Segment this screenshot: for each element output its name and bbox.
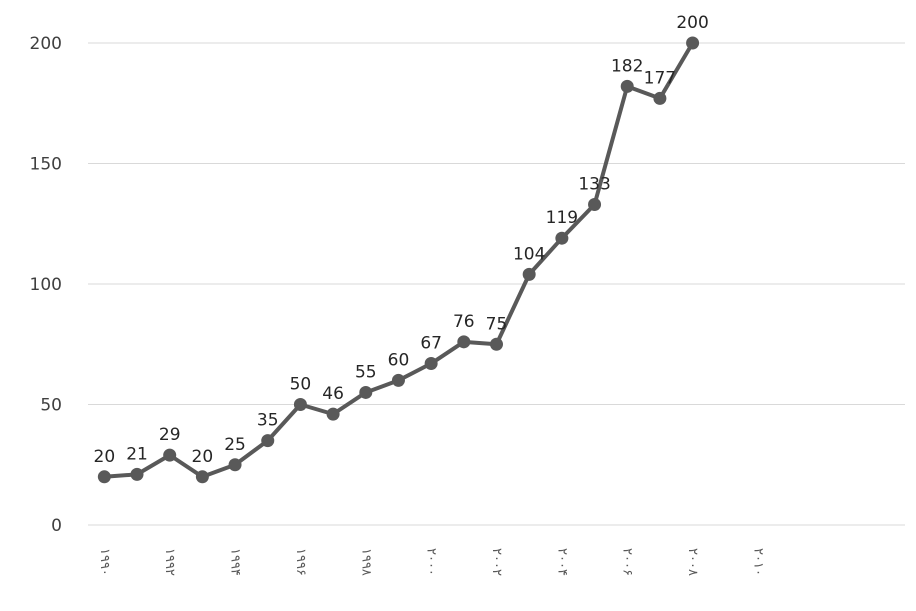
y-tick-label: 200 xyxy=(30,34,62,54)
data-point xyxy=(98,470,111,483)
data-label: 200 xyxy=(676,13,708,33)
data-label: 75 xyxy=(486,314,508,334)
data-point xyxy=(425,357,438,370)
y-tick-label: 0 xyxy=(51,516,62,536)
x-tick-label: ۱۹۹۸ xyxy=(358,548,373,576)
data-point xyxy=(163,449,176,462)
data-label: 20 xyxy=(192,447,214,467)
x-tick-label: ۲۰۰۲ xyxy=(489,548,504,576)
data-point xyxy=(523,268,536,281)
data-line xyxy=(104,43,692,477)
data-label: 55 xyxy=(355,362,377,382)
data-label: 21 xyxy=(126,444,148,464)
data-point xyxy=(588,198,601,211)
data-point xyxy=(621,80,634,93)
data-label: 104 xyxy=(513,244,545,264)
chart: 0 50 100 150 200 ۱۹۹۰ ۱۹۹۲ ۱۹۹۴ ۱۹۹۶ ۱۹۹۸ ۲۰۰۰ ۲۰۰۲… xyxy=(0,0,916,611)
data-point xyxy=(653,92,666,105)
data-label: 60 xyxy=(388,350,410,370)
data-label: 25 xyxy=(224,435,246,455)
data-point xyxy=(457,335,470,348)
x-tick-label: ۲۰۰۰ xyxy=(424,548,439,576)
data-point xyxy=(229,458,242,471)
y-tick-label: 100 xyxy=(30,275,62,295)
data-point xyxy=(196,470,209,483)
data-point xyxy=(490,338,503,351)
data-point xyxy=(261,434,274,447)
data-label: 182 xyxy=(611,56,643,76)
data-label: 119 xyxy=(546,208,578,228)
data-point xyxy=(555,232,568,245)
x-tick-label: ۱۹۹۴ xyxy=(228,548,243,576)
data-label: 76 xyxy=(453,312,475,332)
x-tick-label: ۱۹۹۲ xyxy=(162,548,177,576)
x-tick-label: ۲۰۰۸ xyxy=(685,548,700,576)
data-point xyxy=(294,398,307,411)
x-tick-label: ۱۹۹۶ xyxy=(293,548,308,576)
y-tick-label: 50 xyxy=(40,396,62,416)
x-tick-label: ۲۰۱۰ xyxy=(750,548,765,576)
data-label: 177 xyxy=(644,68,676,88)
data-point xyxy=(131,468,144,481)
data-point xyxy=(686,37,699,50)
data-label: 35 xyxy=(257,411,279,431)
data-label: 20 xyxy=(94,447,116,467)
y-tick-label: 150 xyxy=(30,155,62,175)
data-label: 50 xyxy=(290,375,312,395)
x-tick-label: ۲۰۰۴ xyxy=(554,548,569,576)
data-label: 46 xyxy=(322,384,344,404)
data-point xyxy=(359,386,372,399)
data-label: 133 xyxy=(578,174,610,194)
data-label: 29 xyxy=(159,425,181,445)
data-point xyxy=(327,408,340,421)
x-tick-label: ۲۰۰۶ xyxy=(620,548,635,576)
data-label: 67 xyxy=(420,334,442,354)
data-point xyxy=(392,374,405,387)
x-tick-label: ۱۹۹۰ xyxy=(97,548,112,576)
